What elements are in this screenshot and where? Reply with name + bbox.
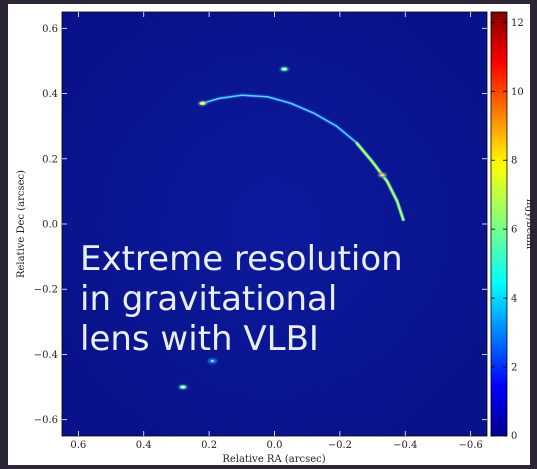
colorbar-gradient xyxy=(490,11,508,437)
plot-background xyxy=(61,11,488,437)
colorbar-tick-label-0: 0 xyxy=(511,431,517,442)
colorbar-label: mJy/beam xyxy=(524,199,535,250)
colorbar-tick-label-5: 10 xyxy=(511,87,524,98)
overlay-line-3: lens with VLBI xyxy=(80,319,319,359)
colorbar-tick-label-3: 6 xyxy=(511,225,517,236)
y-tick-label-2: 0.2 xyxy=(42,154,58,165)
x-axis-label: Relative RA (arcsec) xyxy=(222,454,325,465)
y-tick-label-4: −0.2 xyxy=(34,285,58,296)
y-tick-label-0: 0.6 xyxy=(42,24,58,35)
overlay-caption: Extreme resolution in gravitational lens… xyxy=(80,239,403,359)
x-tick-label-0: 0.6 xyxy=(70,440,86,451)
x-tick-label-5: −0.4 xyxy=(393,440,417,451)
overlay-line-1: Extreme resolution xyxy=(80,239,403,279)
x-tick-label-1: 0.4 xyxy=(136,440,152,451)
colorbar-tick-label-2: 4 xyxy=(511,294,517,305)
x-tick-label-4: −0.2 xyxy=(328,440,352,451)
plot-area: 0.6 0.4 0.2 0.0 −0.2 −0.4 −0.6 0.6 0.4 0.2 0.0 −0.2… xyxy=(34,11,488,451)
overlay-line-2: in gravitational xyxy=(80,279,337,319)
colorbar: 0 2 4 6 8 10 12 mJy/beam xyxy=(490,11,535,442)
y-tick-label-1: 0.4 xyxy=(42,89,58,100)
bright-knot-arc-end-core xyxy=(380,174,384,176)
arc-bright-core xyxy=(355,142,405,221)
colorbar-tick-label-6: 12 xyxy=(511,18,524,29)
y-tick-label-3: 0.0 xyxy=(42,220,58,231)
compact-source-top-core xyxy=(282,68,286,70)
faint-source-bottom-core xyxy=(210,360,214,362)
colorbar-ticks: 0 2 4 6 8 10 12 xyxy=(491,18,524,442)
features-layer xyxy=(177,66,406,391)
colorbar-tick-label-1: 2 xyxy=(511,363,517,374)
x-tick-label-2: 0.2 xyxy=(201,440,217,451)
y-axis-label: Relative Dec (arcsec) xyxy=(16,170,27,278)
x-tick-label-3: 0.0 xyxy=(267,440,283,451)
y-tick-label-6: −0.6 xyxy=(34,415,58,426)
y-tick-label-5: −0.4 xyxy=(34,350,58,361)
bright-knot-arc-start-core xyxy=(201,102,204,105)
compact-source-bottom-left-core xyxy=(181,386,185,388)
colorbar-tick-label-4: 8 xyxy=(511,156,517,167)
x-tick-label-6: −0.6 xyxy=(459,440,483,451)
plot-ticks: 0.6 0.4 0.2 0.0 −0.2 −0.4 −0.6 0.6 0.4 0.2 0.0 −0.2… xyxy=(34,12,487,451)
